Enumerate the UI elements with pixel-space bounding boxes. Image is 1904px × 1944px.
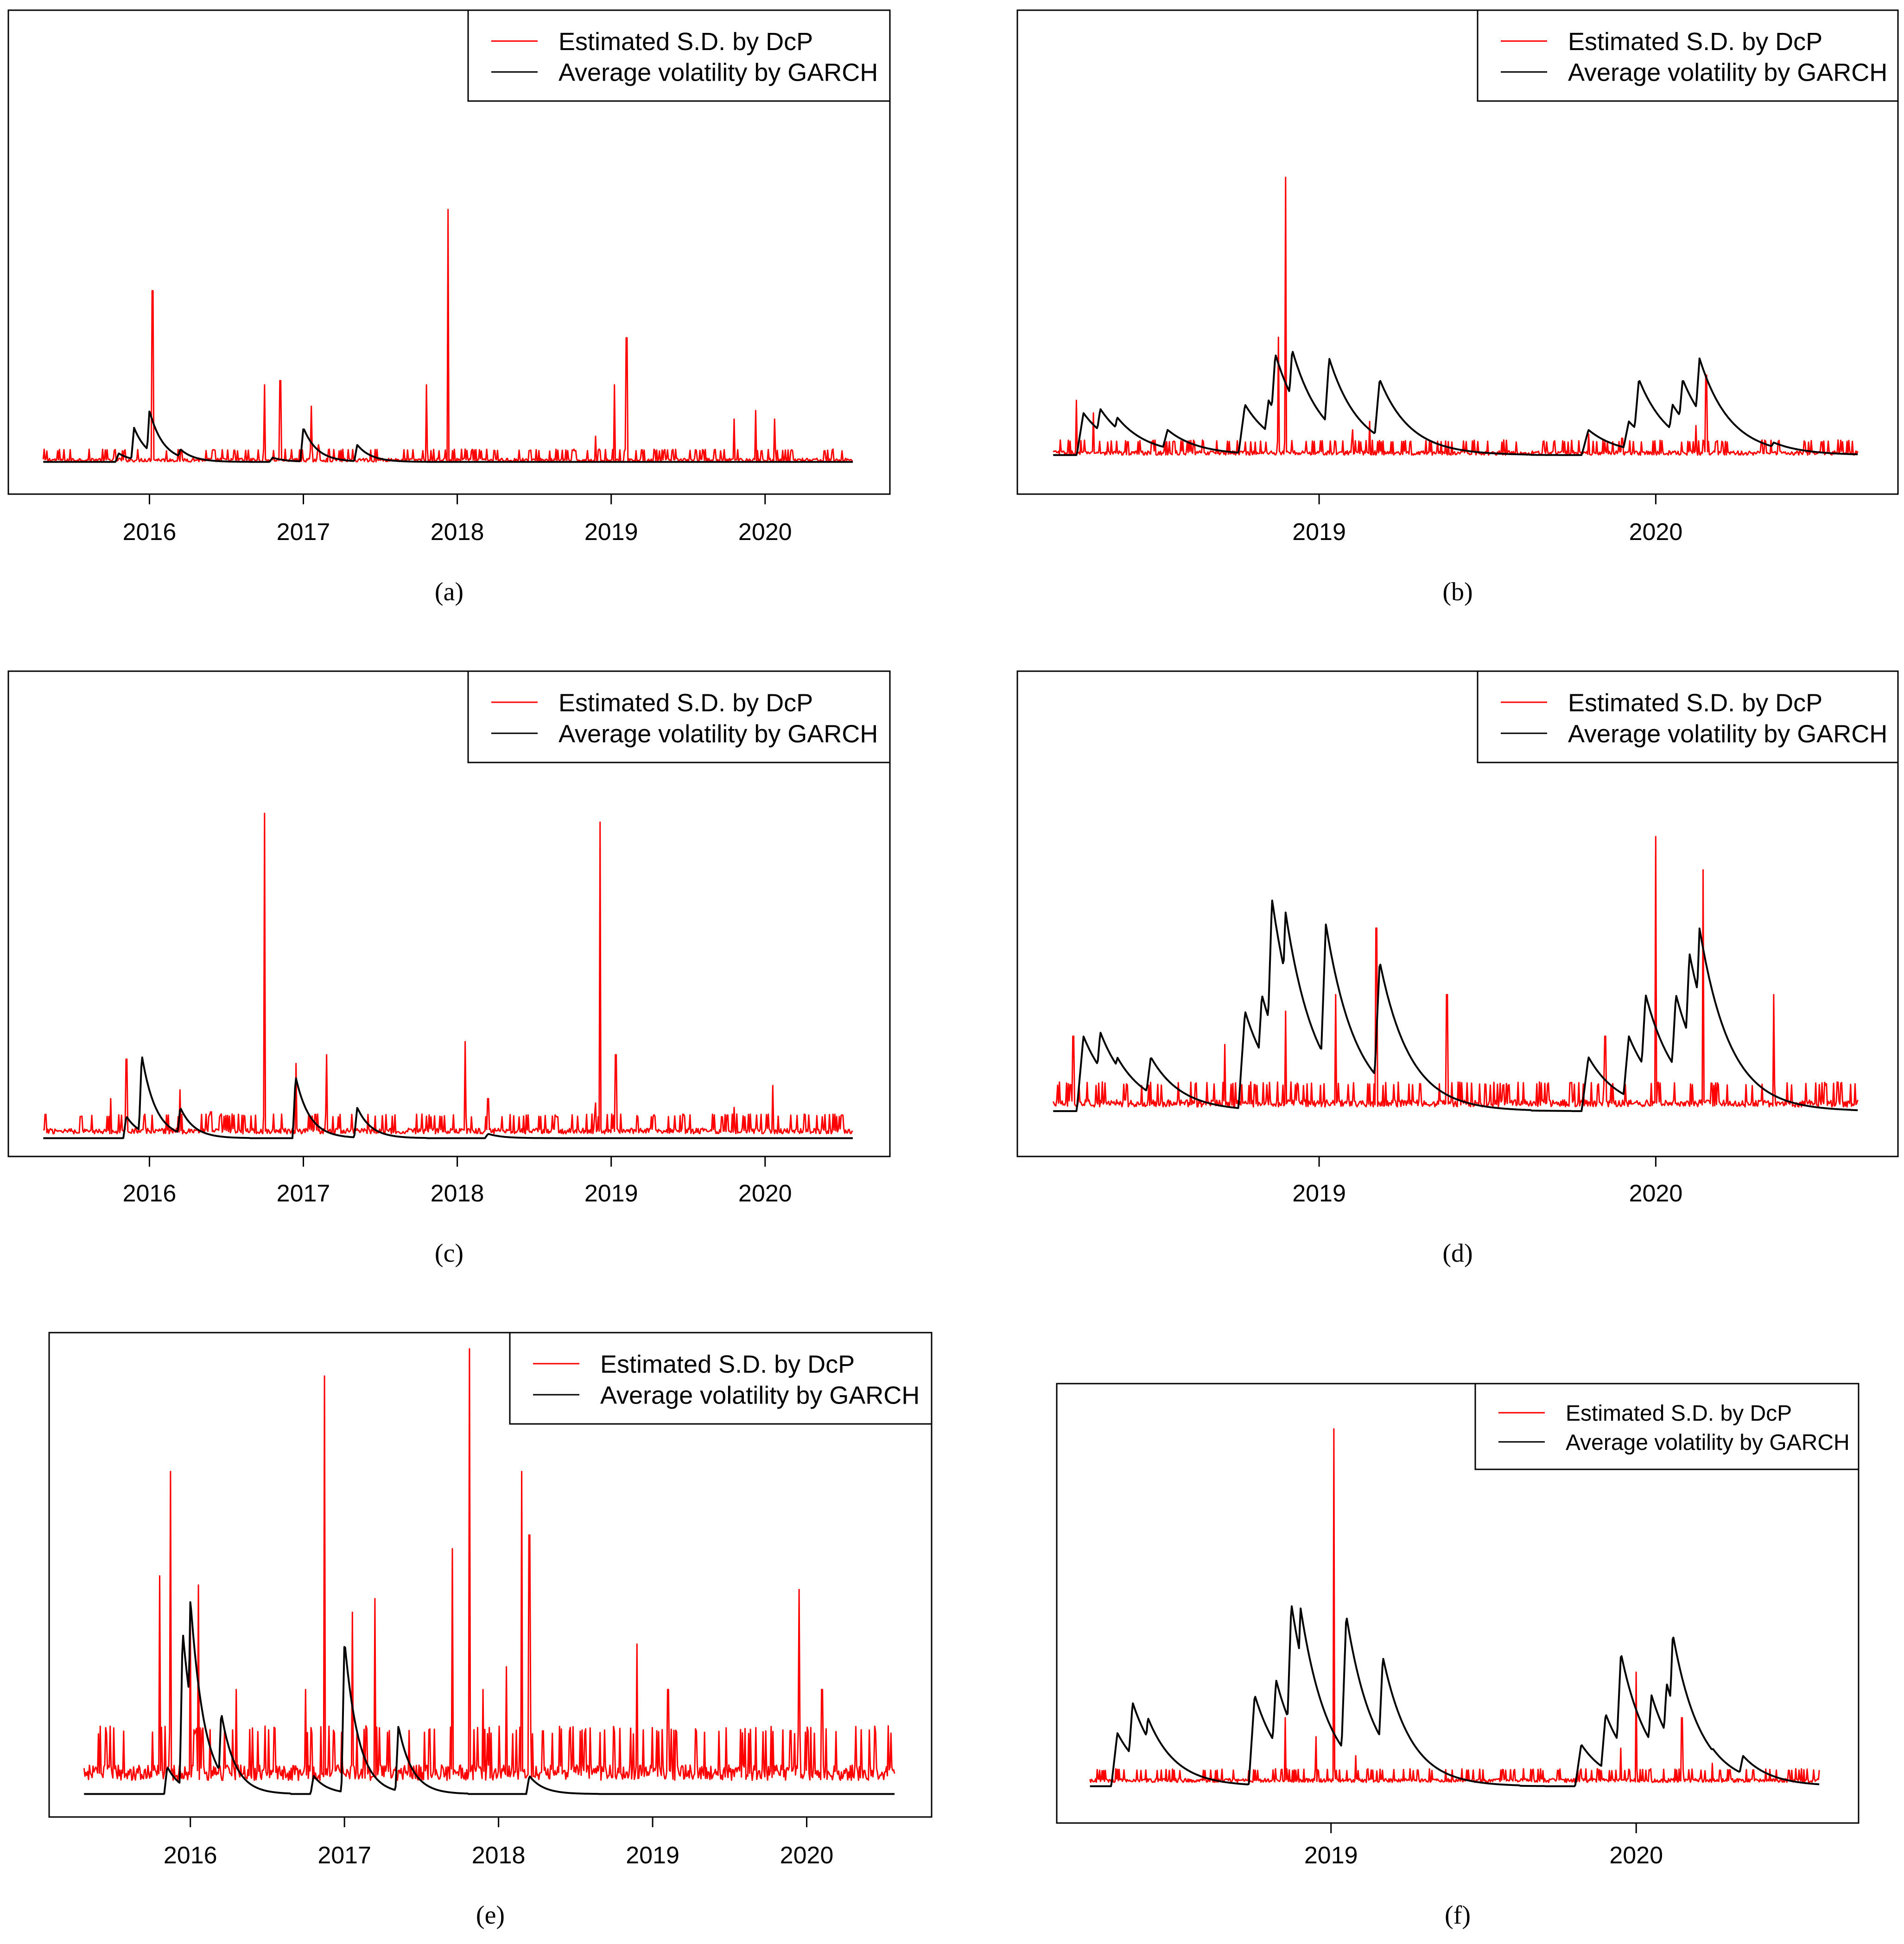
legend-box xyxy=(467,9,891,102)
plot-frame xyxy=(7,9,891,495)
x-tick-label: 2016 xyxy=(164,1842,217,1869)
x-tick-label: 2020 xyxy=(1609,1842,1663,1869)
x-tick-label: 2020 xyxy=(1629,1180,1683,1207)
legend-box xyxy=(1474,1383,1860,1470)
garch-series-line xyxy=(84,1601,895,1795)
legend-label: Average volatility by GARCH xyxy=(600,1381,920,1409)
legend-label: Estimated S.D. by DcP xyxy=(600,1350,855,1378)
legend-label: Average volatility by GARCH xyxy=(559,59,878,87)
dcp-series-line xyxy=(1089,1428,1820,1783)
x-tick-label: 2019 xyxy=(1292,519,1346,546)
plot-frame xyxy=(48,1332,933,1818)
plot-frame xyxy=(1056,1383,1860,1824)
x-tick-label: 2017 xyxy=(277,1180,330,1207)
panel-caption: (c) xyxy=(435,1239,463,1268)
plot-frame xyxy=(1016,670,1899,1157)
plot-frame xyxy=(1016,9,1899,495)
x-tick-label: 2019 xyxy=(1304,1842,1358,1869)
panel-e: 2016 2017 2018 2019 2020 Estimated S.D. by Dc… xyxy=(48,1332,933,1930)
panel-c: 2016 2017 2018 2019 2020 Estimated S.D. by Dc… xyxy=(7,670,891,1268)
dcp-series-line xyxy=(42,209,853,463)
x-tick-label: 2017 xyxy=(277,519,330,546)
garch-series-line xyxy=(1090,1605,1820,1787)
legend-label: Average volatility by GARCH xyxy=(1568,720,1887,748)
panel-caption: (f) xyxy=(1445,1901,1471,1930)
x-tick-label: 2019 xyxy=(584,1180,638,1207)
legend-label: Average volatility by GARCH xyxy=(1566,1430,1850,1455)
legend-label: Average volatility by GARCH xyxy=(1568,59,1887,87)
legend-box xyxy=(467,670,891,763)
legend-label: Average volatility by GARCH xyxy=(559,720,878,748)
x-tick-label: 2018 xyxy=(472,1842,526,1869)
garch-series-line xyxy=(1053,899,1858,1112)
garch-series-line xyxy=(43,1056,853,1139)
panel-caption: (d) xyxy=(1442,1239,1472,1268)
x-tick-label: 2016 xyxy=(123,519,177,546)
x-tick-label: 2020 xyxy=(738,519,792,546)
legend-box xyxy=(1477,670,1899,763)
x-tick-label: 2017 xyxy=(317,1842,371,1869)
x-tick-label: 2020 xyxy=(1629,519,1683,546)
legend-label: Estimated S.D. by DcP xyxy=(559,689,813,717)
garch-series-line xyxy=(1053,351,1858,456)
x-tick-label: 2016 xyxy=(123,1180,177,1207)
legend-label: Estimated S.D. by DcP xyxy=(1566,1401,1792,1426)
panel-caption: (e) xyxy=(476,1901,505,1930)
x-tick-label: 2018 xyxy=(431,519,484,546)
x-tick-label: 2020 xyxy=(738,1180,792,1207)
legend-box xyxy=(509,1332,933,1425)
legend-label: Estimated S.D. by DcP xyxy=(559,28,813,56)
x-tick-label: 2018 xyxy=(431,1180,484,1207)
x-tick-label: 2019 xyxy=(1292,1180,1346,1207)
x-tick-label: 2019 xyxy=(626,1842,679,1869)
panel-caption: (a) xyxy=(435,578,463,606)
panel-f: 2019 2020 Estimated S.D. by DcP Average vol… xyxy=(1056,1383,1860,1930)
panel-b: 2019 2020 Estimated S.D. by DcP Average vol… xyxy=(1016,9,1899,606)
x-tick-label: 2020 xyxy=(780,1842,834,1869)
panel-a: 2016 2017 2018 2019 2020 Estimated S.D. by Dc… xyxy=(7,9,891,606)
x-tick-label: 2019 xyxy=(584,519,638,546)
garch-series-line xyxy=(43,410,853,463)
legend-label: Estimated S.D. by DcP xyxy=(1568,28,1822,56)
legend-label: Estimated S.D. by DcP xyxy=(1568,689,1822,717)
legend-box xyxy=(1477,9,1899,102)
dcp-series-line xyxy=(1052,836,1859,1108)
panel-caption: (b) xyxy=(1442,578,1472,606)
panel-d: 2019 2020 Estimated S.D. by DcP Average vol… xyxy=(1016,670,1899,1268)
plot-frame xyxy=(7,670,891,1157)
dcp-series-line xyxy=(1053,177,1859,456)
dcp-series-line xyxy=(43,813,853,1135)
